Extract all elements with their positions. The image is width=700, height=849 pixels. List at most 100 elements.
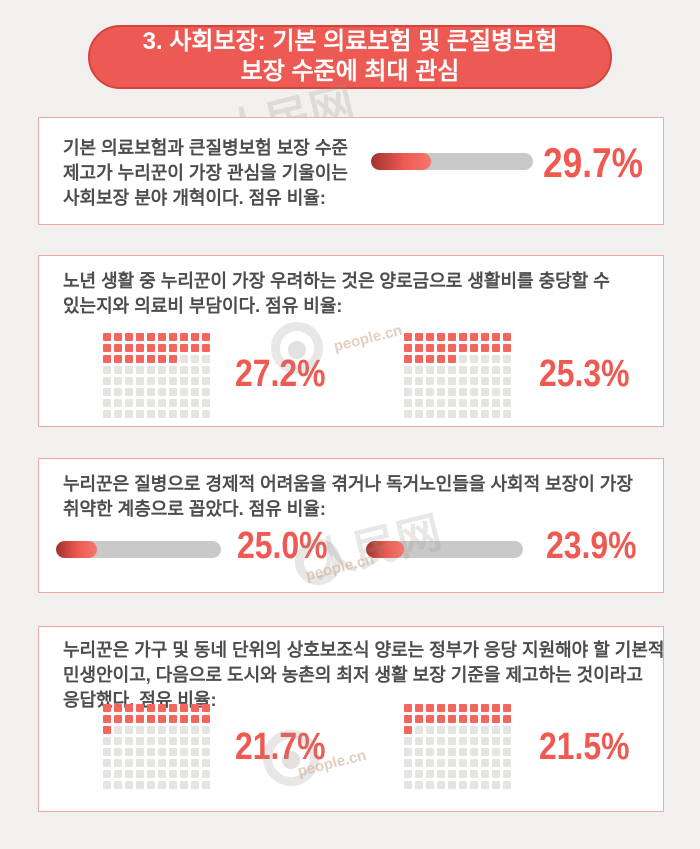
waffle-cell-filled <box>448 355 456 363</box>
waffle-cell-filled <box>125 704 133 712</box>
waffle-cell-filled <box>437 333 445 341</box>
waffle-cell-filled <box>415 355 423 363</box>
waffle-cell-empty <box>470 355 478 363</box>
waffle-cell-empty <box>404 748 412 756</box>
waffle-cell-empty <box>136 737 144 745</box>
progress-bar <box>371 153 533 170</box>
waffle-cell-empty <box>481 388 489 396</box>
waffle-cell-empty <box>492 410 500 418</box>
percentage-label: 25.0% <box>237 525 328 567</box>
waffle-cell-filled <box>103 704 111 712</box>
waffle-cell-empty <box>158 737 166 745</box>
waffle-cell-empty <box>470 748 478 756</box>
text-line: 사회보장 분야 개혁이다. 점유 비율: <box>63 188 326 208</box>
waffle-cell-empty <box>426 781 434 789</box>
waffle-cell-empty <box>459 355 467 363</box>
text-line: 제고가 누리꾼이 가장 관심을 기울이는 <box>63 163 348 183</box>
waffle-cell-filled <box>191 704 199 712</box>
waffle-cell-empty <box>114 748 122 756</box>
waffle-cell-empty <box>437 410 445 418</box>
waffle-cell-filled <box>426 344 434 352</box>
waffle-cell-empty <box>202 737 210 745</box>
waffle-cell-empty <box>125 748 133 756</box>
waffle-cell-empty <box>470 388 478 396</box>
waffle-cell-empty <box>448 781 456 789</box>
title-line-2: 보장 수준에 최대 관심 <box>240 58 460 85</box>
waffle-cell-empty <box>169 410 177 418</box>
waffle-cell-empty <box>437 748 445 756</box>
waffle-cell-empty <box>448 759 456 767</box>
waffle-cell-empty <box>426 388 434 396</box>
waffle-cell-filled <box>136 344 144 352</box>
waffle-cell-filled <box>492 715 500 723</box>
waffle-cell-empty <box>503 726 511 734</box>
waffle-cell-filled <box>415 344 423 352</box>
waffle-cell-empty <box>492 355 500 363</box>
waffle-cell-empty <box>481 748 489 756</box>
waffle-cell-filled <box>202 704 210 712</box>
waffle-cell-empty <box>180 377 188 385</box>
waffle-cell-empty <box>470 377 478 385</box>
waffle-cell-empty <box>136 410 144 418</box>
waffle-cell-empty <box>158 366 166 374</box>
waffle-cell-empty <box>415 737 423 745</box>
waffle-cell-empty <box>202 366 210 374</box>
waffle-cell-empty <box>426 399 434 407</box>
waffle-cell-empty <box>470 781 478 789</box>
waffle-cell-empty <box>191 377 199 385</box>
waffle-cell-empty <box>481 781 489 789</box>
waffle-cell-empty <box>158 759 166 767</box>
waffle-chart <box>103 333 210 418</box>
waffle-cell-empty <box>481 759 489 767</box>
waffle-cell-empty <box>459 399 467 407</box>
waffle-cell-empty <box>404 737 412 745</box>
waffle-cell-empty <box>125 410 133 418</box>
waffle-cell-empty <box>158 410 166 418</box>
waffle-cell-filled <box>114 355 122 363</box>
waffle-cell-empty <box>459 377 467 385</box>
waffle-cell-filled <box>158 715 166 723</box>
waffle-chart <box>404 333 511 418</box>
waffle-cell-empty <box>169 388 177 396</box>
waffle-cell-filled <box>158 344 166 352</box>
waffle-cell-filled <box>180 715 188 723</box>
waffle-cell-empty <box>404 759 412 767</box>
waffle-cell-empty <box>169 781 177 789</box>
waffle-cell-empty <box>437 737 445 745</box>
waffle-cell-empty <box>147 781 155 789</box>
waffle-cell-empty <box>191 410 199 418</box>
waffle-cell-empty <box>103 770 111 778</box>
waffle-cell-empty <box>114 388 122 396</box>
waffle-cell-empty <box>492 377 500 385</box>
waffle-cell-empty <box>169 377 177 385</box>
waffle-cell-filled <box>492 704 500 712</box>
waffle-cell-filled <box>103 715 111 723</box>
waffle-cell-empty <box>158 377 166 385</box>
waffle-cell-empty <box>191 759 199 767</box>
percentage-label: 21.5% <box>539 726 630 768</box>
waffle-cell-empty <box>158 781 166 789</box>
waffle-cell-filled <box>404 355 412 363</box>
waffle-cell-empty <box>437 770 445 778</box>
waffle-cell-empty <box>180 781 188 789</box>
waffle-cell-empty <box>114 759 122 767</box>
waffle-cell-empty <box>459 748 467 756</box>
waffle-cell-empty <box>180 737 188 745</box>
waffle-cell-empty <box>202 410 210 418</box>
waffle-cell-filled <box>448 704 456 712</box>
waffle-cell-filled <box>158 333 166 341</box>
waffle-cell-empty <box>503 759 511 767</box>
waffle-cell-empty <box>103 377 111 385</box>
waffle-cell-filled <box>158 355 166 363</box>
waffle-cell-filled <box>169 333 177 341</box>
waffle-cell-empty <box>492 748 500 756</box>
waffle-cell-empty <box>470 737 478 745</box>
waffle-cell-empty <box>158 399 166 407</box>
waffle-cell-empty <box>503 377 511 385</box>
waffle-cell-empty <box>459 410 467 418</box>
waffle-cell-filled <box>437 344 445 352</box>
waffle-cell-empty <box>426 737 434 745</box>
waffle-cell-empty <box>437 726 445 734</box>
waffle-cell-empty <box>125 737 133 745</box>
